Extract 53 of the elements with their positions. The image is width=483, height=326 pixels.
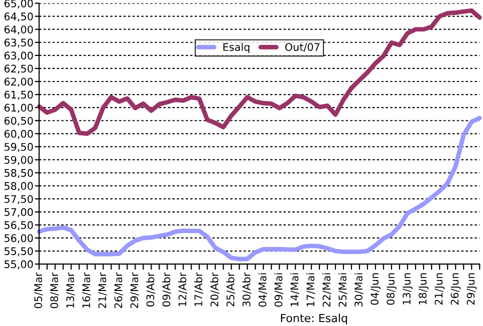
y-tick-label: 64,00 <box>4 26 33 35</box>
y-tick-label: 63,50 <box>4 38 33 48</box>
y-tick-label: 64,50 <box>4 12 33 22</box>
x-tick-label: 14/Mai <box>290 273 300 306</box>
x-tick-label: 30/Abr <box>242 272 252 306</box>
x-tick-label: 26/Jun <box>450 273 461 305</box>
y-tick-label: 59,50 <box>4 142 33 152</box>
y-tick-label: 63,00 <box>4 52 33 61</box>
y-tick-label: 62,00 <box>4 78 33 87</box>
y-tick-label: 57,50 <box>4 195 33 204</box>
x-tick-label: 25/Mai <box>338 273 348 307</box>
x-tick-label: 25/Abr <box>226 272 236 306</box>
x-tick-label: 21/Mar <box>98 272 108 308</box>
legend-label: Out/07 <box>285 43 320 52</box>
x-tick-label: 26/Mar <box>114 272 124 308</box>
x-tick-label: 29/Jun <box>466 273 477 305</box>
x-tick-label: 08/Mar <box>50 272 59 308</box>
x-tick-label: 09/Mai <box>274 273 284 307</box>
x-tick-label: 17/Mai <box>306 273 316 306</box>
x-tick-label: 03/Abr <box>146 272 156 306</box>
x-tick-label: 17/Abr <box>194 272 204 306</box>
y-tick-label: 56,00 <box>4 234 33 244</box>
x-tick-label: 13/Mar <box>66 272 75 308</box>
y-tick-label: 60,50 <box>4 116 33 126</box>
y-tick-label: 58,50 <box>4 169 33 178</box>
y-tick-label: 55,50 <box>4 247 33 256</box>
x-tick-label: 30/Mai <box>354 273 364 307</box>
x-tick-label: 08/Jun <box>386 273 396 305</box>
x-tick-label: 09/Abr <box>162 272 172 306</box>
y-tick-label: 60,00 <box>4 130 33 139</box>
y-tick-label: 62,50 <box>4 64 33 74</box>
x-tick-label: 18/Jun <box>418 273 429 304</box>
line-series <box>36 116 482 262</box>
y-tick-label: 61,50 <box>4 90 33 100</box>
y-tick-label: 57,00 <box>4 208 33 218</box>
x-tick-label: 04/Mai <box>258 273 268 307</box>
x-tick-label: 21/Jun <box>434 273 445 305</box>
x-tick-label: 16/Mar <box>82 272 92 308</box>
legend-label: Esalq <box>223 42 250 53</box>
line-series <box>36 8 482 136</box>
x-tick-label: 22/Mai <box>322 273 332 307</box>
source-note: Fonte: Esalq <box>281 314 347 324</box>
y-tick-label: 55,00 <box>4 260 33 270</box>
y-tick-label: 59,00 <box>4 156 33 165</box>
x-tick-label: 05/Mar <box>34 272 43 308</box>
y-tick-label: 58,00 <box>4 182 33 191</box>
x-tick-label: 12/Abr <box>178 272 188 306</box>
x-tick-label: 04/Jun <box>370 273 380 305</box>
x-tick-label: 29/Mar <box>130 272 140 308</box>
x-tick-label: 13/Jun <box>402 273 412 304</box>
x-tick-label: 20/Abr <box>210 272 220 306</box>
y-tick-label: 61,00 <box>4 104 33 113</box>
y-tick-label: 56,50 <box>4 221 33 230</box>
